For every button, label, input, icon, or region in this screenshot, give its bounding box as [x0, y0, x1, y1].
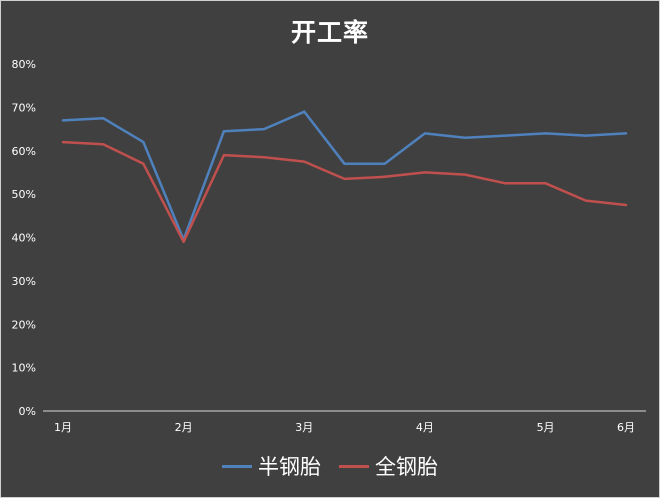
- legend-label-semi-steel: 半钢胎: [258, 455, 321, 479]
- series-line-0: [61, 110, 628, 241]
- legend-item-semi-steel: 半钢胎: [222, 451, 321, 481]
- legend-label-all-steel: 全钢胎: [375, 455, 438, 479]
- x-tick-label: 3月: [295, 421, 313, 434]
- x-tick-label: 6月: [617, 421, 635, 434]
- x-axis: 1月 2月 3月 4月 5月 6月: [43, 410, 646, 434]
- legend-swatch-all-steel: [339, 464, 369, 468]
- series-lines: [61, 110, 628, 244]
- legend-item-all-steel: 全钢胎: [339, 451, 438, 481]
- y-tick-label: 30%: [12, 275, 36, 288]
- x-tick-label: 1月: [54, 421, 72, 434]
- line-chart: 0% 10% 20% 30% 40% 50% 60% 70% 80% 1月 2月 3月 4月 5月 6月: [12, 58, 646, 434]
- y-tick-label: 80%: [12, 58, 36, 71]
- y-tick-label: 20%: [12, 318, 36, 331]
- series-line-1: [61, 140, 628, 244]
- y-tick-label: 10%: [12, 362, 36, 375]
- x-tick-label: 4月: [416, 421, 434, 434]
- y-tick-label: 60%: [12, 145, 36, 158]
- chart-title: 开工率: [290, 18, 369, 47]
- x-tick-label: 2月: [175, 421, 193, 434]
- y-tick-label: 70%: [12, 101, 36, 114]
- y-axis-labels: 0% 10% 20% 30% 40% 50% 60% 70% 80%: [12, 58, 36, 418]
- y-tick-label: 50%: [12, 188, 36, 201]
- legend: 半钢胎 全钢胎: [1, 451, 659, 481]
- x-tick-label: 5月: [537, 421, 555, 434]
- y-tick-label: 0%: [19, 405, 36, 418]
- y-tick-label: 40%: [12, 232, 36, 245]
- legend-swatch-semi-steel: [222, 464, 252, 468]
